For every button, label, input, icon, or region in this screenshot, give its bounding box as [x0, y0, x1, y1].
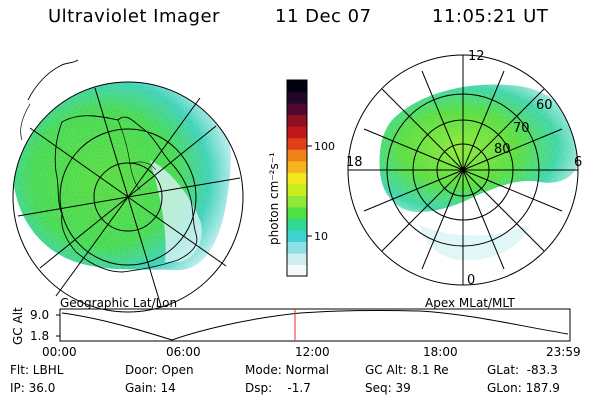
colorbar-swatch — [287, 241, 307, 254]
colorbar-swatch — [287, 172, 307, 185]
colorbar-tick-100: 100 — [314, 140, 335, 153]
altitude-plot: 9.0 1.8 GC Alt 00:00 06:00 12:00 18:00 2… — [11, 307, 581, 359]
colorbar-swatch — [287, 229, 307, 243]
seq-status: Seq: 39 — [365, 381, 411, 395]
colorbar-swatch — [287, 183, 307, 196]
alt-xtick-1800: 18:00 — [423, 345, 458, 359]
colorbar-swatch — [287, 252, 307, 266]
mode-status: Mode: Normal — [245, 363, 329, 377]
mlat-label-60: 60 — [536, 98, 553, 113]
geographic-map — [12, 59, 244, 313]
colorbar-swatch — [287, 149, 307, 162]
mlt-label-0: 0 — [467, 273, 475, 288]
mlt-label-6: 6 — [574, 155, 582, 170]
colorbar-swatch — [287, 80, 307, 93]
alt-ytick-1.8: 1.8 — [30, 329, 49, 343]
alt-xtick-0600: 06:00 — [166, 345, 201, 359]
gain-status: Gain: 14 — [125, 381, 176, 395]
ip-status: IP: 36.0 — [10, 381, 56, 395]
glat-status: GLat: -83.3 — [487, 363, 558, 377]
geo-meridians — [17, 87, 241, 307]
antarctica-coastline — [54, 115, 198, 273]
alt-xtick-0000: 00:00 — [42, 345, 77, 359]
alt-xtick-1200: 12:00 — [295, 345, 330, 359]
colorbar-swatch — [287, 114, 307, 127]
mlt-label-18: 18 — [346, 155, 363, 170]
dsp-status: Dsp: -1.7 — [245, 381, 311, 395]
colorbar-swatch — [287, 206, 307, 219]
mlt-meridians — [348, 55, 578, 285]
colorbar-label: photon cm⁻²s⁻¹ — [267, 152, 281, 245]
door-status: Door: Open — [125, 363, 194, 377]
colorbar-swatch — [287, 137, 307, 150]
magnetic-map: 12 18 6 0 60 70 80 — [346, 49, 582, 288]
gc-alt-status: GC Alt: 8.1 Re — [365, 363, 449, 377]
colorbar-swatch — [287, 91, 307, 104]
mlat-label-70: 70 — [513, 121, 530, 136]
mag-aurora-image — [379, 84, 578, 261]
altitude-curve — [61, 309, 569, 341]
colorbar-swatch — [287, 195, 307, 208]
alt-ylabel: GC Alt — [11, 307, 25, 345]
filter-status: Flt: LBHL — [10, 363, 64, 377]
date-label: 11 Dec 07 — [275, 6, 372, 27]
mlt-label-12: 12 — [468, 49, 485, 64]
mag-caption: Apex MLat/MLT — [425, 296, 515, 310]
colorbar-tick-10: 10 — [314, 230, 328, 243]
colorbar-swatch — [287, 103, 307, 116]
glon-status: GLon: 187.9 — [487, 381, 560, 395]
colorbar-swatch — [287, 218, 307, 231]
mlat-label-80: 80 — [494, 142, 511, 157]
colorbar-swatch — [287, 160, 307, 173]
time-label: 11:05:21 UT — [432, 6, 549, 27]
geo-caption: Geographic Lat/Lon — [60, 296, 177, 310]
alt-ytick-9: 9.0 — [30, 308, 49, 322]
alt-xtick-2359: 23:59 — [546, 345, 581, 359]
instrument-title: Ultraviolet Imager — [48, 6, 220, 27]
colorbar: 100 10 photon cm⁻²s⁻¹ — [267, 79, 335, 277]
colorbar-swatch — [287, 126, 307, 139]
geo-aurora-image — [13, 82, 231, 271]
colorbar-swatch — [287, 264, 307, 277]
